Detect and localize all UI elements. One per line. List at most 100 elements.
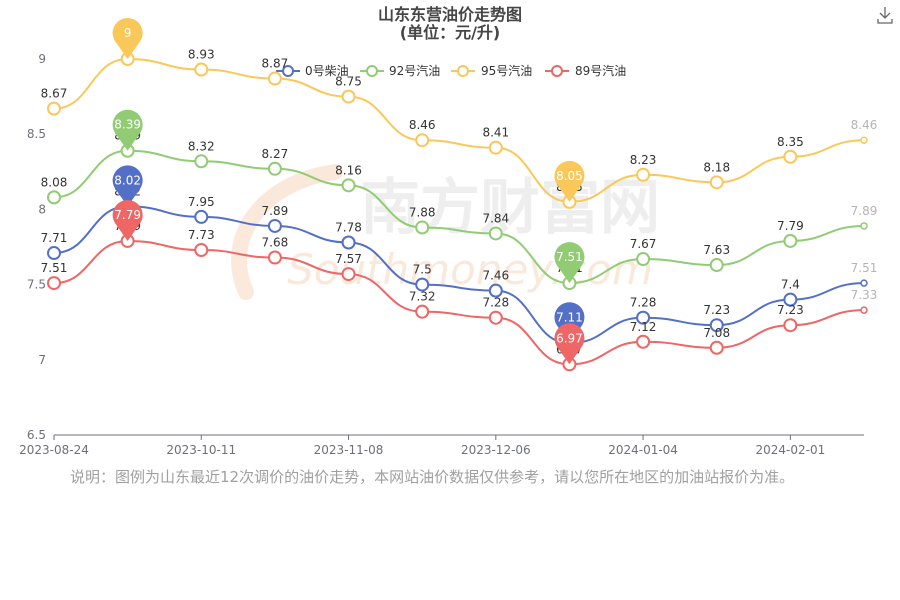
data-label-0-6: 7.46 xyxy=(482,269,509,283)
chart-subtitle: (单位：元/升) xyxy=(400,23,500,42)
data-point-1-9[interactable] xyxy=(709,258,724,273)
data-label-2-0: 8.67 xyxy=(41,87,68,101)
x-tick-label: 2023-12-06 xyxy=(461,443,531,457)
data-point-3-8[interactable] xyxy=(636,334,651,349)
legend-label: 0号柴油 xyxy=(305,64,349,78)
data-point-1-3[interactable] xyxy=(267,161,282,176)
data-label-2-9: 8.18 xyxy=(703,160,730,174)
min-pin-2: 8.05 xyxy=(554,160,585,202)
x-tick-label: 2023-08-24 xyxy=(19,443,89,457)
min-pin-label: 6.97 xyxy=(556,331,583,345)
data-point-3-9[interactable] xyxy=(709,340,724,355)
data-point-3-4[interactable] xyxy=(341,267,356,282)
data-label-0-5: 7.5 xyxy=(413,263,432,277)
data-point-1-10[interactable] xyxy=(783,233,798,248)
data-label-0-0: 7.71 xyxy=(41,231,68,245)
data-point-3-2[interactable] xyxy=(194,243,209,258)
x-tick-label: 2024-02-01 xyxy=(755,443,825,457)
legend-marker-icon xyxy=(551,65,563,77)
data-point-1-5[interactable] xyxy=(415,220,430,235)
x-tick-label: 2024-01-04 xyxy=(608,443,678,457)
data-point-2-10[interactable] xyxy=(783,149,798,164)
y-tick-label: 8.5 xyxy=(27,127,46,141)
data-label-3-9: 7.08 xyxy=(703,326,730,340)
legend-label: 95号汽油 xyxy=(481,63,532,78)
max-pin-0: 8.02 xyxy=(112,165,143,207)
max-min-pins: 8.02 7.11 8.39 7.51 9 8.05 7.79 6.97 xyxy=(112,17,585,365)
data-point-3-11[interactable] xyxy=(860,306,868,314)
legend-marker-icon xyxy=(282,65,294,77)
data-label-1-9: 7.63 xyxy=(703,243,730,257)
data-point-1-11[interactable] xyxy=(860,222,868,230)
data-point-2-8[interactable] xyxy=(636,167,651,182)
y-tick-label: 9 xyxy=(38,52,46,66)
data-label-0-2: 7.95 xyxy=(188,195,215,209)
legend-label: 92号汽油 xyxy=(389,63,440,78)
data-point-0-8[interactable] xyxy=(636,310,651,325)
data-point-2-0[interactable] xyxy=(47,101,61,116)
data-point-3-5[interactable] xyxy=(415,304,430,319)
data-label-2-2: 8.93 xyxy=(188,48,215,62)
min-pin-label: 7.51 xyxy=(556,250,583,264)
min-pin-0: 7.11 xyxy=(554,302,585,344)
y-tick-label: 7.5 xyxy=(27,278,46,292)
data-point-0-4[interactable] xyxy=(341,235,356,250)
data-point-0-9[interactable] xyxy=(709,318,724,333)
data-label-1-10: 7.79 xyxy=(777,219,804,233)
data-point-3-10[interactable] xyxy=(783,318,798,333)
y-tick-label: 6.5 xyxy=(27,428,46,442)
data-label-3-8: 7.12 xyxy=(630,320,657,334)
data-label-2-3: 8.87 xyxy=(262,57,289,71)
data-label-2-8: 8.23 xyxy=(630,153,657,167)
max-pin-2: 9 xyxy=(112,17,143,59)
data-point-2-11[interactable] xyxy=(860,136,868,144)
data-point-0-6[interactable] xyxy=(488,283,503,298)
min-pin-label: 7.11 xyxy=(556,310,583,324)
data-label-3-11: 7.33 xyxy=(851,288,878,302)
data-point-0-3[interactable] xyxy=(267,218,282,233)
legend-item-1[interactable]: 92号汽油 xyxy=(360,63,440,78)
data-label-2-4: 8.75 xyxy=(335,75,362,89)
data-label-0-8: 7.28 xyxy=(630,296,657,310)
data-point-1-8[interactable] xyxy=(636,252,651,267)
data-point-2-2[interactable] xyxy=(194,62,209,77)
data-label-2-5: 8.46 xyxy=(409,118,436,132)
chart-title: 山东东营油价走势图 xyxy=(378,5,522,24)
legend-item-3[interactable]: 89号汽油 xyxy=(545,63,626,78)
data-point-3-6[interactable] xyxy=(488,310,503,325)
data-point-2-4[interactable] xyxy=(341,89,356,104)
watermark-swoosh xyxy=(231,164,343,300)
data-point-3-0[interactable] xyxy=(47,276,61,291)
data-label-2-6: 8.41 xyxy=(482,126,509,140)
chart-note: 说明：图例为山东最近12次调价的油价走势，本网站油价数据仅供参考，请以您所在地区… xyxy=(70,468,795,486)
data-point-1-4[interactable] xyxy=(341,178,356,193)
data-point-2-5[interactable] xyxy=(415,133,430,148)
data-point-1-0[interactable] xyxy=(47,190,61,205)
data-point-0-2[interactable] xyxy=(194,209,209,224)
data-point-1-6[interactable] xyxy=(488,226,503,241)
data-point-2-9[interactable] xyxy=(709,175,724,190)
data-point-2-6[interactable] xyxy=(488,140,503,155)
data-point-2-3[interactable] xyxy=(267,71,282,86)
data-label-0-10: 7.4 xyxy=(781,278,800,292)
data-point-3-3[interactable] xyxy=(267,250,282,265)
download-icon[interactable] xyxy=(875,4,895,26)
data-label-1-2: 8.32 xyxy=(188,139,215,153)
legend-item-2[interactable]: 95号汽油 xyxy=(451,63,532,78)
data-label-3-3: 7.68 xyxy=(262,236,289,250)
data-point-0-10[interactable] xyxy=(783,292,798,307)
data-point-0-11[interactable] xyxy=(860,279,868,287)
data-point-0-5[interactable] xyxy=(415,277,430,292)
legend-label: 89号汽油 xyxy=(575,63,626,78)
data-label-1-11: 7.89 xyxy=(851,204,878,218)
data-point-0-0[interactable] xyxy=(47,246,61,261)
series-line-3 xyxy=(53,239,865,366)
data-point-1-2[interactable] xyxy=(194,154,209,169)
data-label-1-8: 7.67 xyxy=(630,237,657,251)
max-pin-shape xyxy=(112,165,143,207)
data-label-1-5: 7.88 xyxy=(409,205,436,219)
data-label-3-4: 7.57 xyxy=(335,252,362,266)
legend-item-0[interactable]: 0号柴油 xyxy=(276,64,349,78)
